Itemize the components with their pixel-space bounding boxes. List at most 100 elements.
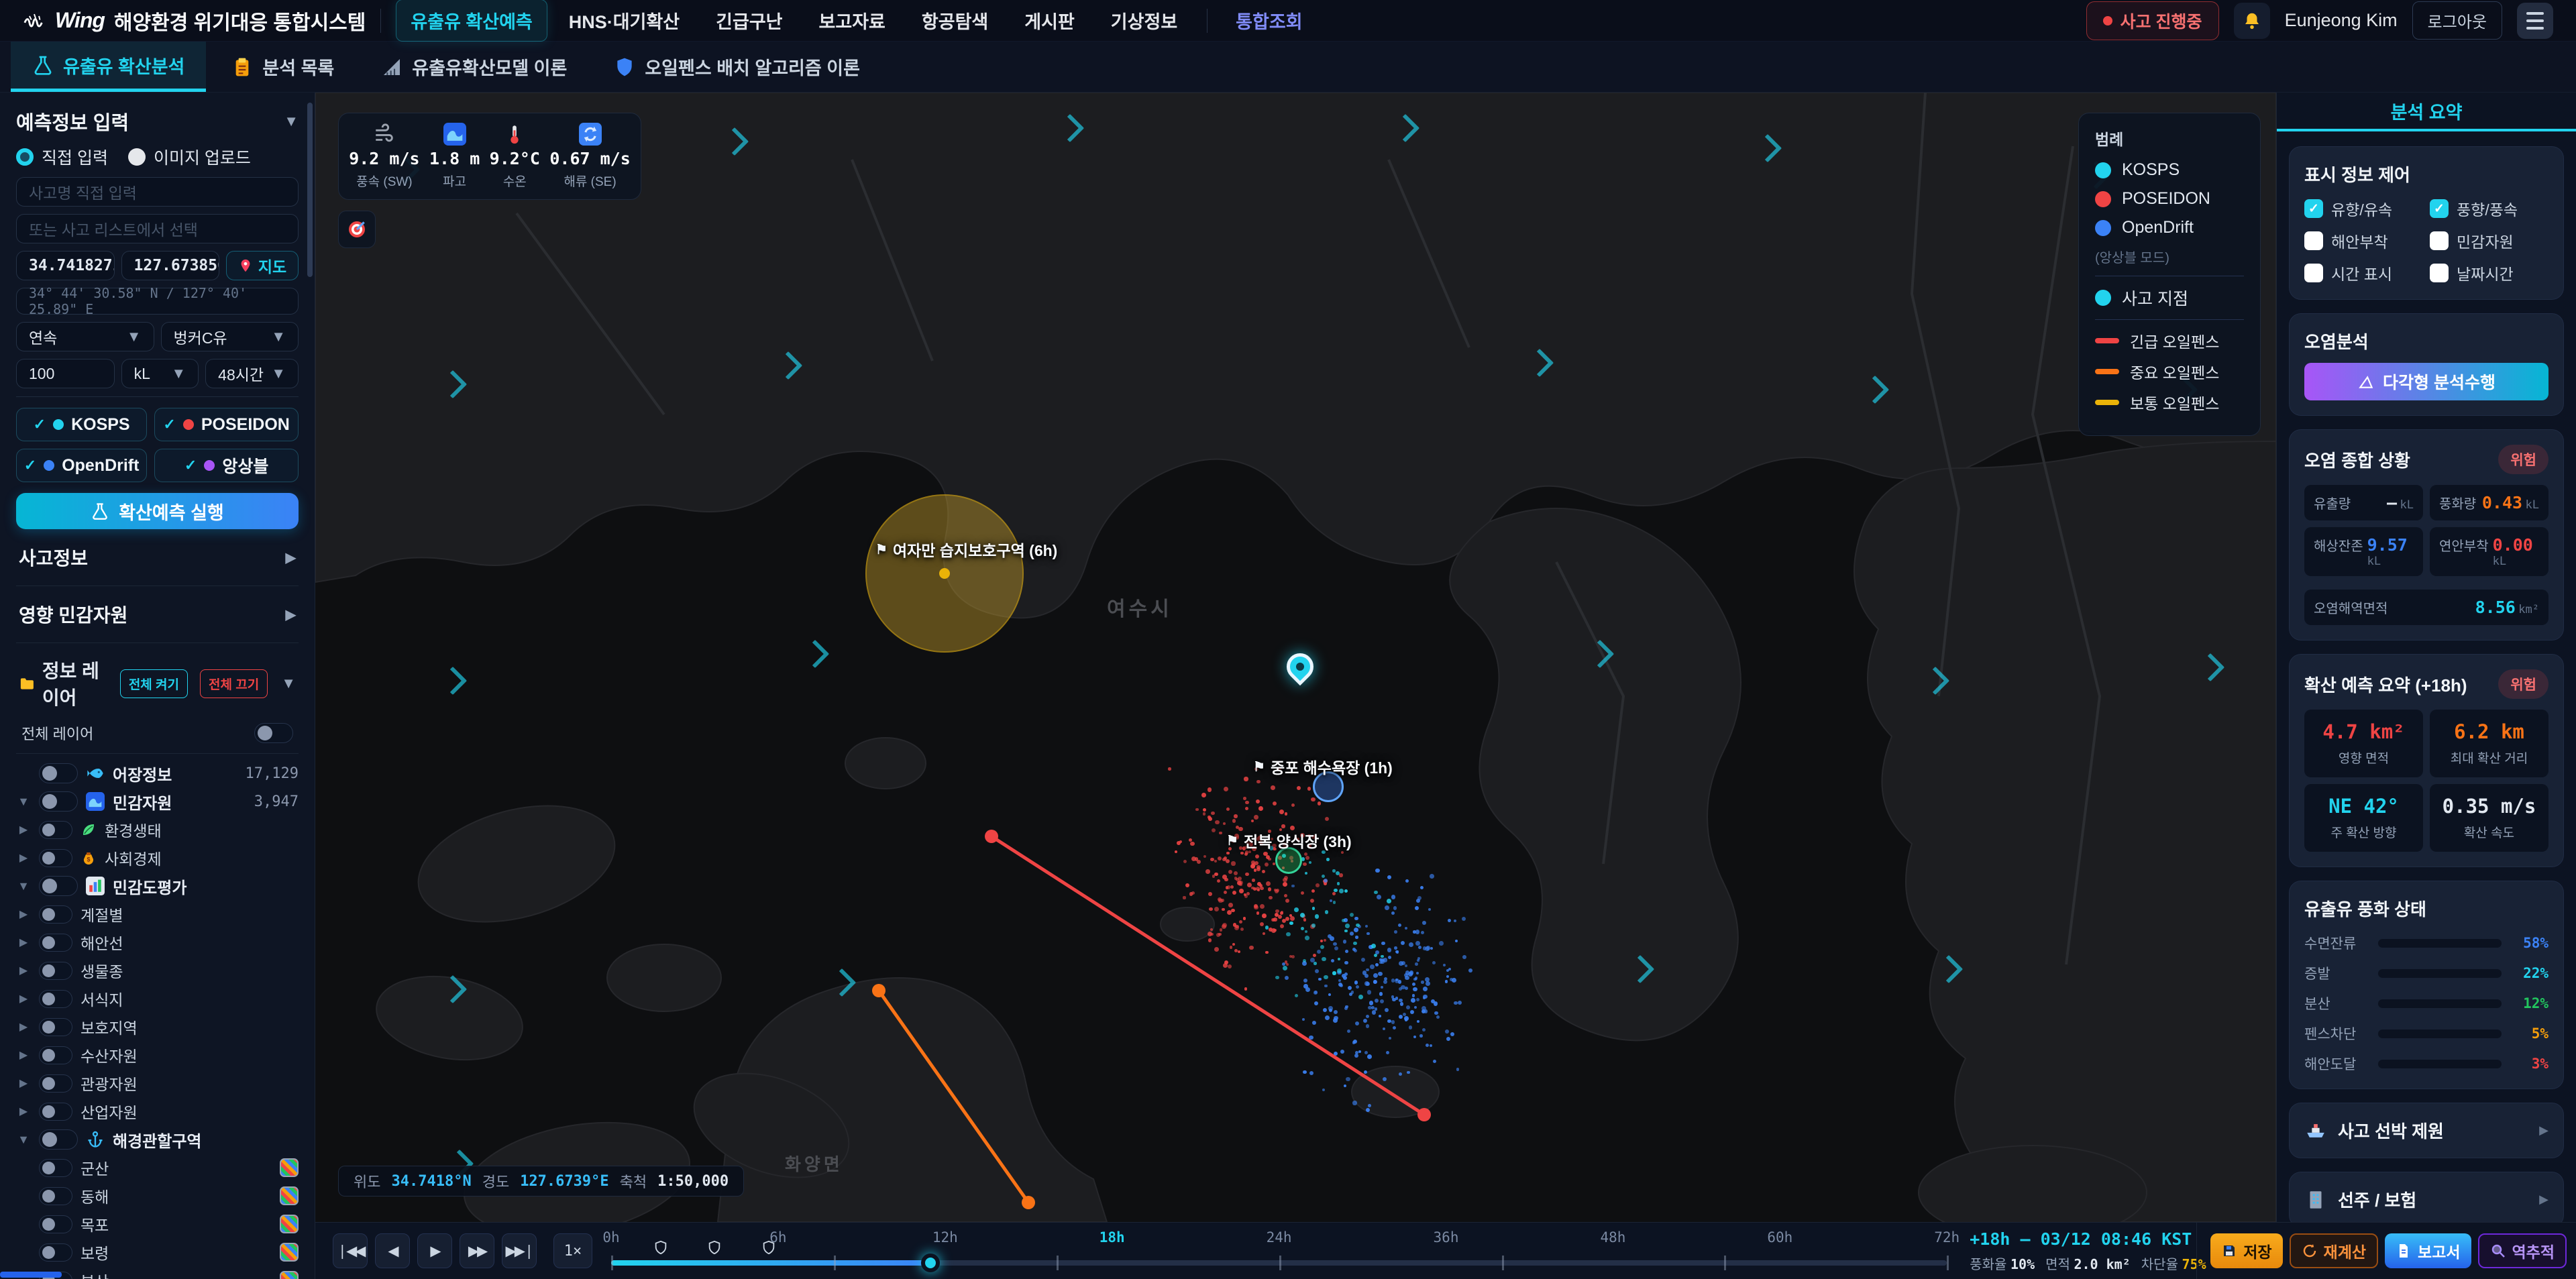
play-button[interactable]: ▶ [417, 1233, 452, 1268]
map-canvas[interactable]: ⚑ 여자만 습지보호구역 (6h) ⚑ 중포 해수욕장 (1h) ⚑ 전복 양식… [315, 93, 2276, 1222]
layer-toggle[interactable] [39, 905, 72, 924]
layer-toggle[interactable] [39, 1017, 72, 1036]
sidebar-scrollbar[interactable] [307, 103, 313, 277]
hamburger-menu-button[interactable] [2517, 2, 2553, 39]
duration-select[interactable]: 48시간 ▼ [205, 359, 299, 388]
display-option-풍향/풍속[interactable]: ✓ 풍향/풍속 [2430, 197, 2548, 220]
skip-start-button[interactable]: ❘◀◀ [333, 1233, 368, 1268]
layer-toggle[interactable] [39, 1074, 72, 1093]
tab[interactable]: 유출유확산모델 이론 [360, 42, 588, 92]
run-prediction-button[interactable]: 확산예측 실행 [16, 493, 299, 529]
speed-button[interactable]: 1× [553, 1233, 592, 1268]
collapse-caret-icon[interactable]: ▼ [284, 113, 299, 129]
zone-style-swatch[interactable] [280, 1243, 299, 1262]
display-option-해안부착[interactable]: 해안부착 [2304, 229, 2423, 252]
input-mode-radio[interactable]: 직접 입력 [16, 145, 108, 169]
nav-item[interactable]: 보고자료 [818, 12, 885, 32]
display-option-날짜시간[interactable]: 날짜시간 [2430, 262, 2548, 284]
fast-forward-button[interactable]: ▶▶ [460, 1233, 494, 1268]
layer-toggle[interactable] [39, 791, 78, 812]
layer-row[interactable]: ▶ $ 사회경제 [16, 844, 299, 872]
layer-row[interactable]: ▶ 생물종 [16, 956, 299, 985]
display-option-민감자원[interactable]: 민감자원 [2430, 229, 2548, 252]
layer-toggle[interactable] [39, 1158, 72, 1177]
amount-input[interactable]: 100 [16, 359, 115, 388]
nav-item[interactable]: 항공탐색 [921, 12, 989, 32]
zone-style-swatch[interactable] [280, 1186, 299, 1205]
owner-insurance-card[interactable]: 선주 / 보험 ▶ [2289, 1172, 2564, 1222]
layers-collapse-caret[interactable]: ▼ [281, 675, 296, 691]
layer-toggle[interactable] [39, 989, 72, 1008]
polygon-analysis-button[interactable]: 다각형 분석수행 [2304, 363, 2548, 400]
zone-style-swatch[interactable] [280, 1215, 299, 1233]
layer-toggle[interactable] [39, 1102, 72, 1121]
layer-row[interactable]: ▶ 계절별 [16, 900, 299, 928]
all-layers-off-button[interactable]: 전체 끄기 [200, 669, 268, 698]
layer-toggle[interactable] [39, 848, 72, 867]
nav-item[interactable]: 게시판 [1024, 12, 1075, 32]
layer-toggle[interactable] [39, 933, 72, 952]
input-mode-radio[interactable]: 이미지 업로드 [127, 145, 251, 169]
logout-button[interactable]: 로그아웃 [2412, 1, 2502, 40]
layer-toggle[interactable] [39, 1243, 72, 1262]
layer-row[interactable]: ▶ 서식지 [16, 985, 299, 1013]
layer-toggle[interactable] [39, 961, 72, 980]
step-back-button[interactable]: ◀ [375, 1233, 410, 1268]
layer-row[interactable]: 보령 [16, 1238, 299, 1266]
layer-toggle[interactable] [39, 763, 78, 783]
incident-name-input[interactable]: 사고명 직접 입력 [16, 177, 299, 207]
zone-style-swatch[interactable] [280, 1271, 299, 1279]
tab[interactable]: 분석 목록 [210, 42, 356, 92]
vessel-spec-card[interactable]: 사고 선박 제원 ▶ [2289, 1103, 2564, 1158]
section-impact-resources[interactable]: 영향 민감자원 ▶ [16, 586, 299, 643]
layer-row[interactable]: 군산 [16, 1154, 299, 1182]
layer-row[interactable]: ▶ 보호지역 [16, 1013, 299, 1041]
layer-row[interactable]: 목포 [16, 1210, 299, 1238]
model-chip-앙상블[interactable]: ✓ 앙상블 [154, 449, 299, 482]
layer-row[interactable]: ▶ 해안선 [16, 928, 299, 956]
layer-toggle[interactable] [39, 1186, 72, 1205]
layer-row[interactable]: 동해 [16, 1182, 299, 1210]
nav-item-integrated-search[interactable]: 통합조회 [1236, 12, 1303, 32]
timeline-handle[interactable] [920, 1254, 940, 1272]
tab[interactable]: 유출유 확산분석 [11, 42, 207, 92]
nav-item[interactable]: 기상정보 [1110, 12, 1178, 32]
action-button-보고서[interactable]: 보고서 [2385, 1233, 2471, 1268]
layer-row[interactable]: ▼ 해경관할구역 [16, 1125, 299, 1154]
display-option-유향/유속[interactable]: ✓ 유향/유속 [2304, 197, 2423, 220]
layer-toggle[interactable] [39, 1046, 72, 1064]
spill-type-select[interactable]: 연속 ▼ [16, 322, 154, 351]
tab[interactable]: 오일펜스 배치 알고리즘 이론 [592, 42, 881, 92]
layer-row[interactable]: ▶ 수산자원 [16, 1041, 299, 1069]
unit-select[interactable]: kL ▼ [121, 359, 199, 388]
master-layer-toggle[interactable] [254, 723, 293, 743]
layer-toggle[interactable] [39, 1215, 72, 1233]
notifications-button[interactable] [2233, 2, 2270, 39]
layer-row[interactable]: ▶ 환경생태 [16, 816, 299, 844]
action-button-재계산[interactable]: 재계산 [2289, 1233, 2379, 1268]
action-button-역추적[interactable]: 역추적 [2477, 1233, 2567, 1268]
zone-style-swatch[interactable] [280, 1158, 299, 1177]
all-layers-on-button[interactable]: 전체 켜기 [119, 669, 189, 698]
beach-marker[interactable] [1313, 771, 1344, 802]
layer-row[interactable]: ▼ 민감자원 3,947 [16, 787, 299, 816]
timeline-track[interactable]: 0h 6h 12h 18h 24h 36h 48h 60h 72h [602, 1223, 1960, 1279]
layer-row[interactable]: 어장정보 17,129 [16, 759, 299, 787]
nav-item[interactable]: HNS·대기확산 [568, 12, 680, 32]
nav-item[interactable]: 긴급구난 [716, 12, 783, 32]
model-chip-OpenDrift[interactable]: ✓ OpenDrift [16, 449, 148, 482]
section-incident-info[interactable]: 사고정보 ▶ [16, 529, 299, 586]
latitude-input[interactable]: 34.7418271295 [16, 251, 115, 280]
recenter-target-button[interactable] [338, 211, 376, 248]
longitude-input[interactable]: 127.673856994 [121, 251, 219, 280]
layer-row[interactable]: ▶ 산업자원 [16, 1097, 299, 1125]
pick-on-map-button[interactable]: 지도 [226, 251, 299, 280]
nav-item[interactable]: 유출유 확산예측 [396, 0, 547, 42]
model-chip-KOSPS[interactable]: ✓ KOSPS [16, 408, 148, 441]
layer-row[interactable]: ▼ 민감도평가 [16, 872, 299, 900]
incident-list-input[interactable]: 또는 사고 리스트에서 선택 [16, 214, 299, 243]
skip-end-button[interactable]: ▶▶❘ [502, 1233, 537, 1268]
action-button-저장[interactable]: 저장 [2210, 1233, 2283, 1268]
model-chip-POSEIDON[interactable]: ✓ POSEIDON [154, 408, 299, 441]
layer-toggle[interactable] [39, 820, 72, 839]
